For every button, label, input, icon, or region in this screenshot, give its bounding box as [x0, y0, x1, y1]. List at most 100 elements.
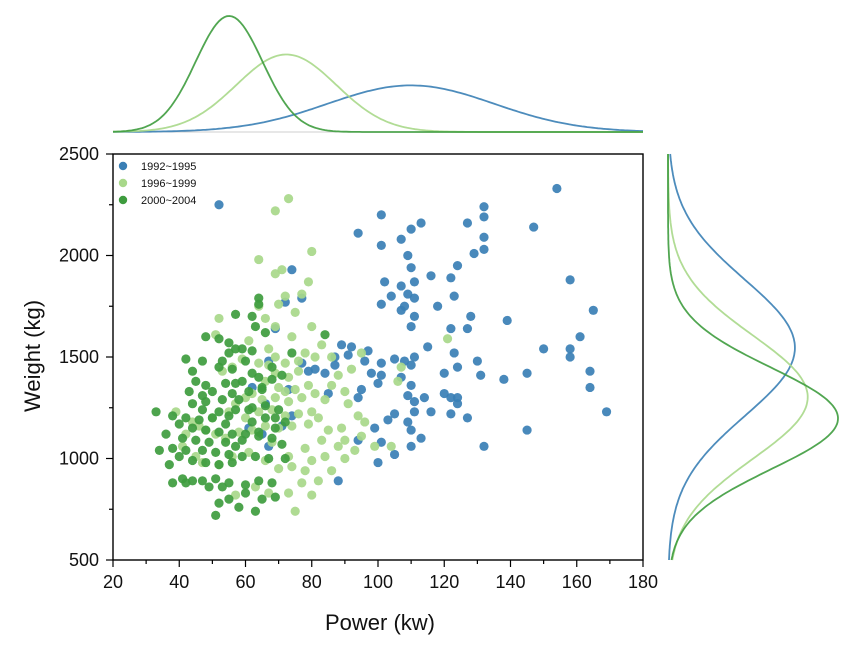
scatter-point: [240, 488, 251, 498]
scatter-point: [197, 405, 208, 415]
scatter-point: [267, 362, 277, 372]
scatter-point: [270, 352, 280, 362]
scatter-point: [283, 488, 294, 498]
scatter-point: [168, 411, 178, 421]
scatter-point: [330, 360, 340, 370]
scatter-point: [409, 407, 420, 417]
scatter-point: [585, 382, 595, 393]
scatter-point: [423, 342, 433, 352]
x-tick-label: 20: [103, 572, 123, 592]
scatter-point: [227, 388, 237, 399]
scatter-point: [383, 415, 393, 425]
scatter-point: [373, 378, 383, 388]
scatter-point: [320, 451, 330, 462]
scatter-point: [370, 423, 380, 433]
scatter-point: [240, 356, 251, 366]
scatter-point: [409, 277, 420, 287]
scatter-point: [406, 360, 416, 370]
scatter-point: [343, 399, 353, 409]
series-2: [171, 194, 453, 516]
scatter-point: [396, 234, 406, 244]
scatter-point: [184, 386, 194, 397]
scatter-point: [366, 368, 376, 378]
scatter-point: [201, 457, 211, 468]
y-tick-label: 2000: [59, 246, 99, 266]
scatter-point: [247, 368, 257, 378]
y-axis-label: Weight (kg): [20, 300, 45, 412]
scatter-point: [419, 393, 429, 403]
scatter-point: [287, 348, 297, 358]
scatter-point: [403, 390, 413, 401]
scatter-point: [307, 455, 317, 466]
scatter-point: [376, 210, 386, 220]
scatter-point: [452, 261, 463, 271]
scatter-point: [204, 437, 214, 447]
scatter-point: [287, 332, 297, 342]
scatter-point: [191, 435, 201, 445]
scatter-point: [356, 384, 367, 395]
scatter-point: [406, 380, 416, 391]
legend-marker: [118, 195, 128, 205]
scatter-point: [237, 435, 247, 445]
scatter-point: [403, 417, 413, 427]
scatter-point: [449, 291, 459, 301]
scatter-point: [257, 382, 267, 393]
scatter-point: [237, 344, 247, 354]
scatter-point: [333, 370, 343, 380]
scatter-point: [588, 305, 598, 315]
scatter-point: [280, 358, 290, 368]
scatter-point: [230, 405, 241, 415]
scatter-point: [217, 395, 227, 405]
scatter-point: [522, 425, 532, 435]
scatter-point: [389, 449, 400, 460]
scatter-point: [254, 427, 264, 437]
scatter-point: [416, 433, 426, 443]
right-density-curve-series-1: [668, 153, 796, 561]
scatter-point: [207, 386, 217, 397]
scatter-point: [277, 370, 287, 380]
main-scatter-plot: 20 40 60 80 100 120 140 160 180 500 1000 1500 2000 25…: [59, 144, 658, 592]
scatter-point: [211, 510, 221, 520]
scatter-point: [267, 405, 277, 415]
scatter-point: [214, 313, 224, 324]
x-tick-label: 140: [495, 572, 525, 592]
scatter-point: [187, 455, 198, 466]
scatter-point: [270, 269, 280, 279]
scatter-point: [177, 433, 188, 443]
scatter-point: [307, 407, 317, 417]
scatter-point: [353, 228, 363, 238]
scatter-point: [396, 305, 406, 315]
scatter-point: [386, 441, 396, 451]
scatter-point: [396, 362, 406, 372]
scatter-point: [406, 425, 416, 435]
scatter-point: [224, 449, 234, 460]
scatter-point: [197, 390, 208, 401]
scatter-point: [346, 342, 357, 352]
scatter-point: [317, 340, 327, 350]
scatter-point: [267, 433, 277, 443]
scatter-point: [181, 354, 191, 364]
legend-label: 2000~2004: [141, 195, 196, 207]
scatter-point: [479, 441, 489, 451]
scatter-point: [274, 299, 284, 309]
scatter-point: [211, 474, 221, 484]
scatter-point: [333, 441, 343, 451]
legend: 1992~1995 1996~1999 2000~2004: [118, 161, 196, 207]
x-tick-label: 120: [429, 572, 459, 592]
scatter-point: [214, 459, 224, 470]
scatter-point: [254, 299, 264, 309]
scatter-point: [356, 431, 367, 441]
scatter-point: [240, 413, 251, 423]
scatter-point: [353, 411, 363, 421]
scatter-point: [270, 413, 280, 423]
scatter-point: [234, 395, 244, 405]
scatter-point: [230, 490, 241, 500]
scatter-point: [502, 315, 512, 326]
scatter-point: [264, 488, 274, 498]
scatter-point: [452, 362, 463, 372]
scatter-point: [250, 451, 261, 462]
scatter-point: [552, 183, 562, 194]
scatter-point: [283, 397, 294, 407]
scatter-point: [240, 480, 251, 490]
